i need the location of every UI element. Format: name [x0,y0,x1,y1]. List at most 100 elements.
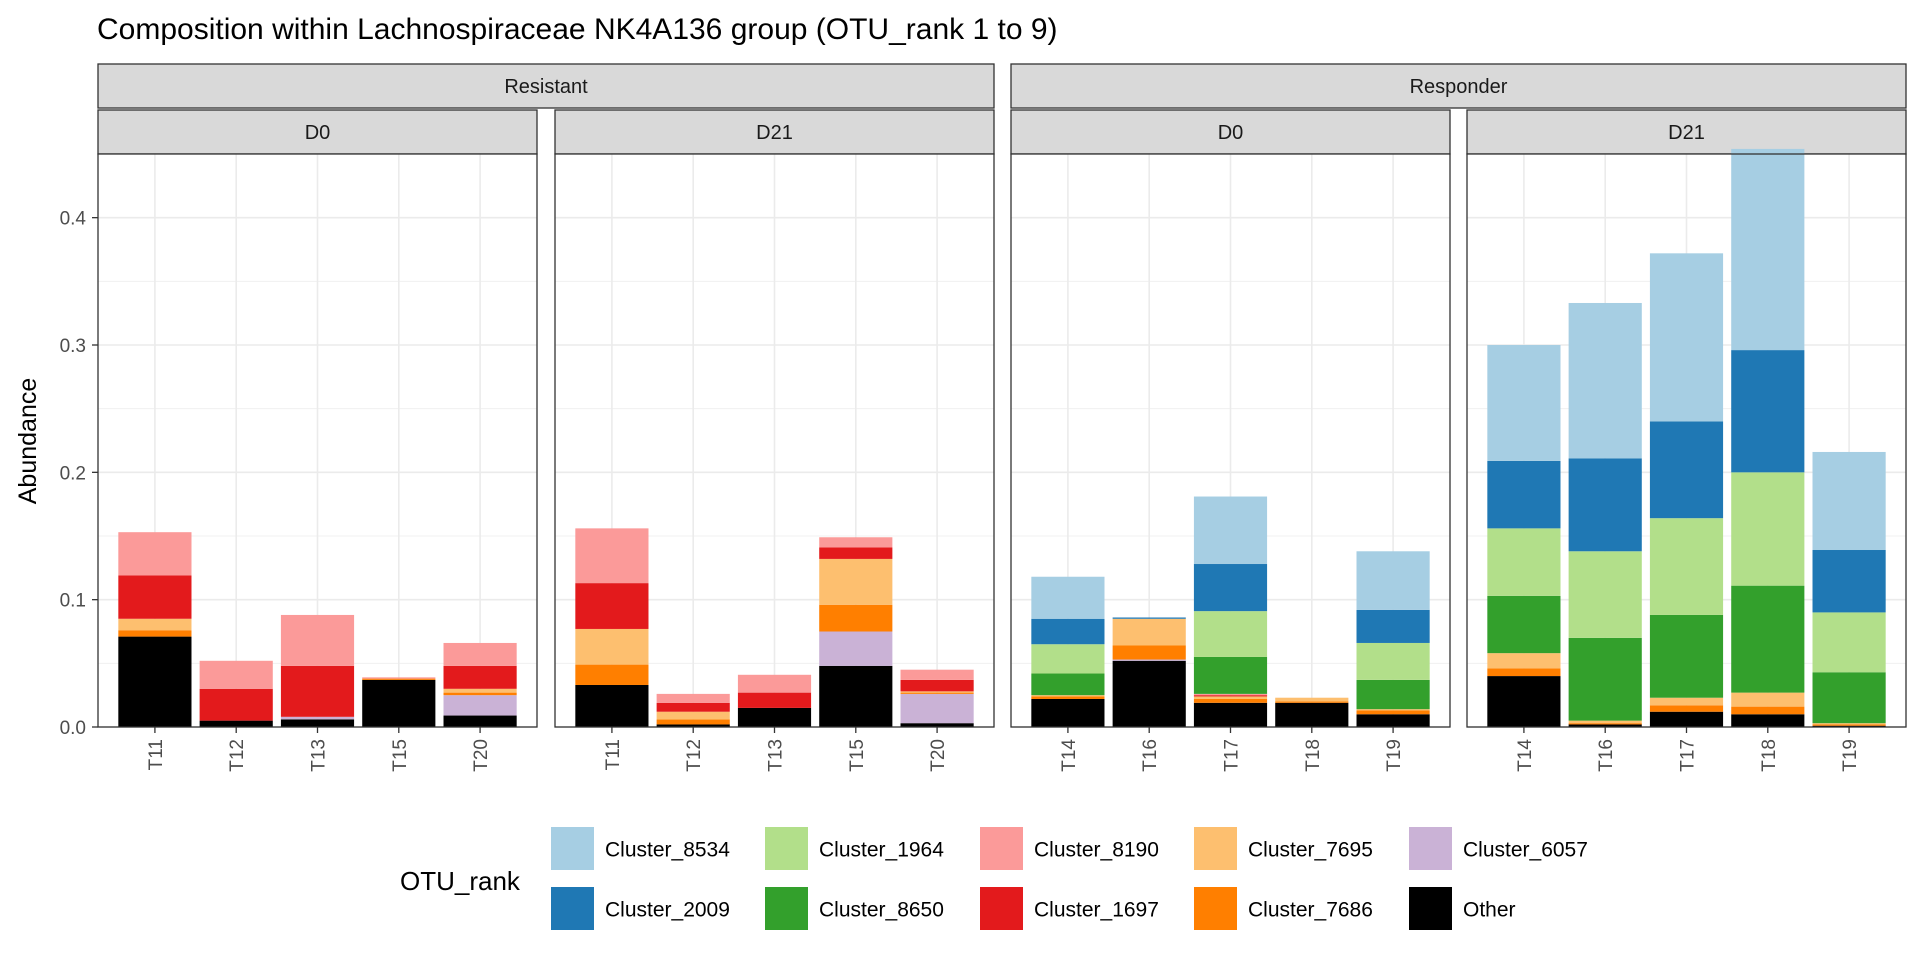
facet-panel: D0 T14 T16 T17 T18 T19 [1010,109,1451,772]
panel-strip-label: D0 [305,122,331,144]
bar-segment [656,702,730,712]
x-tick-label: T14 [1059,739,1080,772]
bar-segment [1487,345,1561,461]
x-tick-label: T11 [603,739,624,770]
legend-swatch [765,827,808,870]
legend-label: Cluster_2009 [605,899,730,922]
bar-segment [443,642,517,666]
bar-segment [737,692,812,708]
bar-segment [1731,692,1805,707]
x-tick-label: T20 [928,739,949,772]
legend-swatch [1409,887,1452,930]
bar-segment [1031,696,1105,699]
y-axis: 0.0 0.1 0.2 0.3 0.4 [60,209,98,739]
y-tick-label: 0.0 [60,718,86,739]
bar-segment [819,631,893,666]
bar-segment [199,720,273,727]
x-tick-label: T16 [1596,739,1617,772]
bar-stack [900,669,974,727]
bar-stack [118,532,192,727]
bar-stack [656,693,730,727]
x-tick-label: T12 [684,739,705,772]
y-axis-title: Abundance [14,378,42,505]
bar-segment [362,679,436,727]
bar-segment [1812,612,1886,673]
group-strip: Responder [1010,63,1907,109]
bar-segment [1649,711,1724,727]
bar-segment [1031,644,1105,674]
group-strip-label: Resistant [504,76,588,98]
bar-segment [1649,614,1724,698]
bar-segment [737,674,812,693]
x-tick-label: T13 [309,739,330,772]
bar-segment [1193,693,1268,696]
bar-stack [1487,345,1561,727]
panel-strip-label: D21 [1668,122,1705,144]
bar-stack [819,537,893,727]
bar-segment [900,691,974,693]
bar-segment [1731,714,1805,727]
legend-swatch [551,827,594,870]
bar-stack [575,528,649,727]
group-strip-label: Responder [1410,76,1508,98]
legend-item: Cluster_8650 [765,887,944,930]
bar-segment [1356,551,1430,610]
bar-segment [1649,421,1724,519]
legend-label: Cluster_7695 [1248,839,1373,862]
bar-segment [1731,148,1805,351]
bar-segment [443,692,517,696]
bar-segment [443,715,517,727]
bar-stack [1031,576,1105,727]
bar-segment [819,604,893,632]
bar-segment [1031,695,1105,697]
bar-segment [575,684,649,727]
legend-swatch [1194,887,1237,930]
bar-segment [280,614,355,666]
bar-segment [1649,697,1724,706]
bar-segment [1487,668,1561,677]
bar-segment [1649,705,1724,712]
bar-stack [1812,451,1886,727]
bar-segment [737,707,812,727]
y-tick-label: 0.4 [60,209,87,230]
x-tick-label: T19 [1384,739,1405,772]
bar-segment [1356,679,1430,710]
group-strip-box [97,63,995,109]
facet-panel: D0 T11 T12 T13 T15 T20 [97,109,538,772]
legend-item: Cluster_8190 [980,827,1159,870]
bar-segment [1568,720,1642,724]
bar-segment [118,532,192,576]
bar-segment [1812,550,1886,613]
facet-panel: D21 T11 T12 T13 T15 T20 [554,109,995,772]
legend-swatch [980,887,1023,930]
bar-segment [1193,695,1268,697]
bar-segment [1193,564,1268,612]
facet-panel: D21 T14 T16 T17 T18 T19 [1466,109,1907,772]
legend-swatch [551,887,594,930]
x-tick-label: T15 [847,739,868,772]
bar-segment [1275,702,1349,727]
legend-item: Cluster_7686 [1194,887,1373,930]
bar-segment [1812,672,1886,724]
bar-segment [1112,659,1186,661]
x-tick-label: T13 [766,739,787,772]
legend: OTU_rank Cluster_8534 Cluster_2009 Cluster… [400,827,1588,930]
bar-segment [1487,460,1561,529]
legend-label: Cluster_6057 [1463,839,1588,862]
bar-segment [199,660,273,689]
bar-segment [1193,702,1268,727]
legend-swatch [1194,827,1237,870]
y-tick-label: 0.3 [60,336,86,357]
x-tick-label: T17 [1678,739,1699,772]
legend-item: Cluster_7695 [1194,827,1373,870]
panel-strip-box [1010,109,1451,155]
bar-segment [1356,709,1430,711]
legend-swatch [765,887,808,930]
bar-segment [362,678,436,680]
bar-segment [118,575,192,619]
bar-segment [1031,673,1105,696]
legend-item: Other [1409,887,1516,930]
bar-segment [118,636,192,727]
bar-segment [1112,618,1186,646]
x-tick-label: T19 [1840,739,1861,772]
